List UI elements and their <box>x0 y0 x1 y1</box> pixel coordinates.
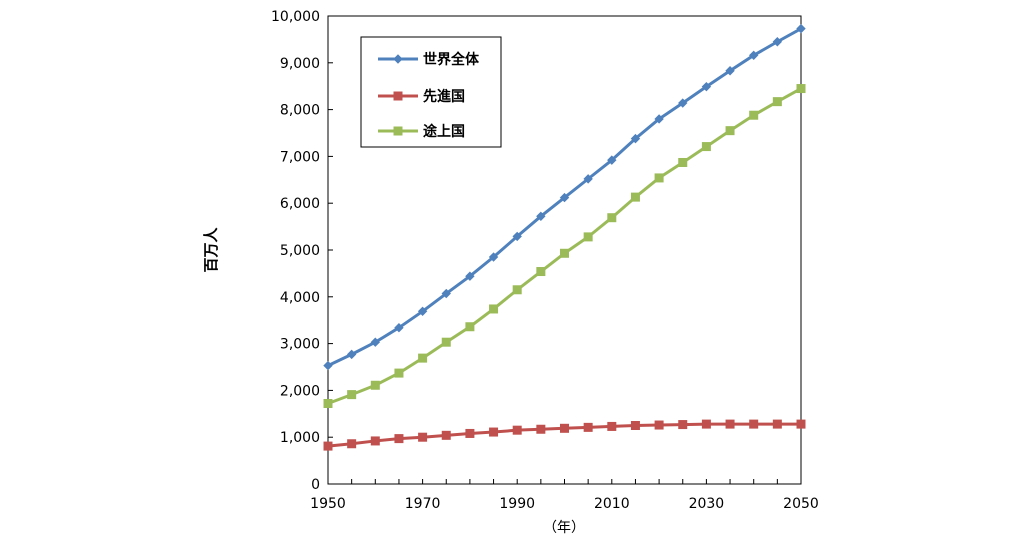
data-point <box>772 97 782 107</box>
data-point <box>489 304 499 314</box>
legend-swatch-marker <box>393 91 403 101</box>
data-point <box>607 213 617 223</box>
x-tick-label: 2030 <box>689 496 725 512</box>
data-point <box>394 368 404 378</box>
y-tick-label: 9,000 <box>280 56 320 72</box>
data-point <box>748 50 759 61</box>
data-point <box>678 98 688 108</box>
data-point <box>583 422 593 432</box>
data-point <box>536 424 546 434</box>
y-axis-title: 百万人 <box>202 227 220 273</box>
data-point <box>346 349 357 360</box>
data-point <box>394 322 404 333</box>
series-1 <box>323 419 806 451</box>
y-tick-label: 7,000 <box>280 149 320 165</box>
data-point <box>560 423 569 433</box>
data-point <box>772 419 782 429</box>
data-point <box>441 337 451 347</box>
data-point <box>559 192 570 203</box>
data-point <box>796 23 806 34</box>
y-tick-label: 1,000 <box>280 430 320 446</box>
data-point <box>512 425 522 435</box>
y-tick-label: 5,000 <box>280 243 320 259</box>
data-point <box>488 252 499 262</box>
x-tick-label: 1990 <box>499 496 535 512</box>
y-tick-label: 0 <box>311 477 320 493</box>
data-point <box>512 285 522 295</box>
y-tick-label: 6,000 <box>280 196 320 212</box>
data-point <box>370 380 380 390</box>
data-point <box>441 430 451 440</box>
data-point <box>347 390 357 400</box>
data-point <box>678 420 688 430</box>
data-point <box>323 360 333 371</box>
y-tick-label: 4,000 <box>280 290 320 306</box>
series-0 <box>323 23 806 371</box>
legend-label: 世界全体 <box>423 51 480 68</box>
data-point <box>725 126 735 136</box>
data-point <box>418 432 428 442</box>
data-point <box>725 419 735 429</box>
data-point <box>465 428 475 438</box>
data-point <box>323 441 333 451</box>
data-point <box>417 306 428 317</box>
data-point <box>701 81 712 92</box>
data-point <box>796 419 806 429</box>
data-point <box>772 37 783 47</box>
data-point <box>630 133 641 144</box>
data-point <box>654 173 664 183</box>
data-point <box>607 421 617 431</box>
y-tick-label: 2,000 <box>280 383 320 399</box>
data-point <box>441 288 451 299</box>
x-axis-title: （年） <box>543 520 585 536</box>
series-2 <box>323 84 806 409</box>
data-point <box>654 420 664 430</box>
data-point <box>394 434 404 444</box>
data-point <box>418 353 428 363</box>
y-tick-label: 8,000 <box>280 103 320 119</box>
data-point <box>749 110 759 120</box>
data-point <box>630 421 640 430</box>
data-point <box>583 232 593 242</box>
data-point <box>370 436 380 446</box>
data-point <box>796 84 806 94</box>
x-axis: 1950 1970 1990 2010 2030 2050 <box>310 479 819 512</box>
data-point <box>607 155 617 165</box>
data-point <box>536 211 546 222</box>
x-tick-label: 2010 <box>594 496 630 512</box>
data-point <box>630 192 640 202</box>
data-point <box>701 419 711 429</box>
y-tick-label: 3,000 <box>280 337 320 353</box>
series-layer <box>323 23 806 451</box>
x-tick-label: 1970 <box>405 496 441 512</box>
x-tick-label: 1950 <box>310 496 346 512</box>
legend-label: 先進国 <box>423 88 465 105</box>
data-point <box>701 142 711 152</box>
legend-label: 途上国 <box>423 123 465 140</box>
data-point <box>749 419 759 429</box>
data-point <box>560 248 569 258</box>
legend-swatch-marker <box>393 54 403 64</box>
data-point <box>725 66 735 76</box>
x-tick-label: 2050 <box>783 496 819 512</box>
data-point <box>323 399 333 409</box>
data-point <box>489 427 499 437</box>
data-point <box>536 267 546 277</box>
legend-box <box>360 36 502 148</box>
y-tick-label: 10,000 <box>271 9 320 25</box>
data-point <box>512 231 522 242</box>
data-point <box>465 271 475 281</box>
data-point <box>370 337 381 347</box>
y-axis: 0 1,000 2,000 3,000 4,000 5,000 6,000 7,000 8,00… <box>271 9 333 493</box>
data-point <box>347 439 357 449</box>
legend-swatch-marker <box>393 126 403 136</box>
data-point <box>654 114 664 124</box>
data-point <box>678 157 688 167</box>
data-point <box>583 174 593 184</box>
data-point <box>465 322 475 332</box>
